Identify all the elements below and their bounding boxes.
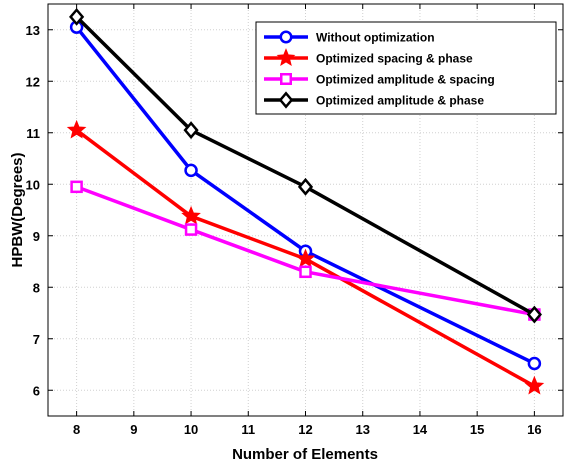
series-2 (66, 119, 545, 395)
data-point (184, 223, 198, 236)
data-point (181, 205, 201, 225)
legend-swatch-marker (280, 73, 292, 85)
y-tick-label: 12 (26, 74, 40, 89)
legend-swatch-marker (276, 48, 296, 66)
x-tick-label: 8 (73, 422, 80, 437)
series-line (75, 128, 536, 388)
data-point (69, 7, 85, 26)
x-tick-label: 13 (355, 422, 369, 437)
y-tick-label: 6 (33, 383, 40, 398)
legend-item: Optimized spacing & phase (264, 48, 473, 66)
data-point (527, 356, 542, 371)
legend-item: Optimized amplitude & spacing (264, 73, 495, 87)
legend-label: Without optimization (316, 31, 435, 45)
data-point (70, 180, 83, 194)
legend-label: Optimized amplitude & phase (316, 94, 484, 108)
y-tick-label: 7 (33, 332, 40, 347)
x-axis-label: Number of Elements (232, 446, 378, 463)
x-tick-label: 16 (527, 422, 541, 437)
data-point (66, 119, 87, 139)
data-point (299, 265, 312, 279)
legend-label: Optimized spacing & phase (316, 52, 473, 66)
data-point (183, 121, 199, 140)
legend-swatch-marker (279, 30, 293, 44)
data-point (526, 305, 542, 324)
series-line (75, 15, 536, 317)
legend-item: Optimized amplitude & phase (264, 91, 484, 109)
series-layer (66, 7, 545, 395)
data-point (184, 163, 198, 178)
y-tick-label: 13 (26, 23, 40, 38)
legend: Without optimization Optimized spacing & … (255, 21, 557, 115)
x-tick-label: 12 (298, 422, 312, 437)
legend-label: Optimized amplitude & spacing (316, 73, 495, 87)
series-1 (69, 20, 542, 371)
x-tick-label: 11 (241, 422, 255, 437)
series-4 (69, 7, 542, 324)
series-line (75, 26, 536, 366)
x-tick-label: 10 (184, 422, 198, 437)
y-tick-label: 11 (26, 126, 40, 141)
data-point (524, 375, 545, 395)
x-tick-label: 15 (470, 422, 484, 437)
data-point (295, 248, 316, 268)
y-tick-label: 8 (33, 280, 40, 295)
data-point (297, 177, 314, 196)
series-line (75, 185, 535, 317)
legend-item: Without optimization (264, 31, 435, 45)
y-tick-label: 10 (26, 177, 40, 192)
y-tick-label: 9 (33, 229, 40, 244)
axis-ticks: 8 9 10 11 12 13 14 15 16 6 7 8 9 10 11 12 13 (26, 4, 563, 437)
x-tick-label: 14 (413, 422, 428, 437)
y-axis-label: HPBW(Degrees) (9, 152, 26, 267)
x-tick-label: 9 (130, 422, 137, 437)
legend-swatch-marker (278, 91, 294, 109)
